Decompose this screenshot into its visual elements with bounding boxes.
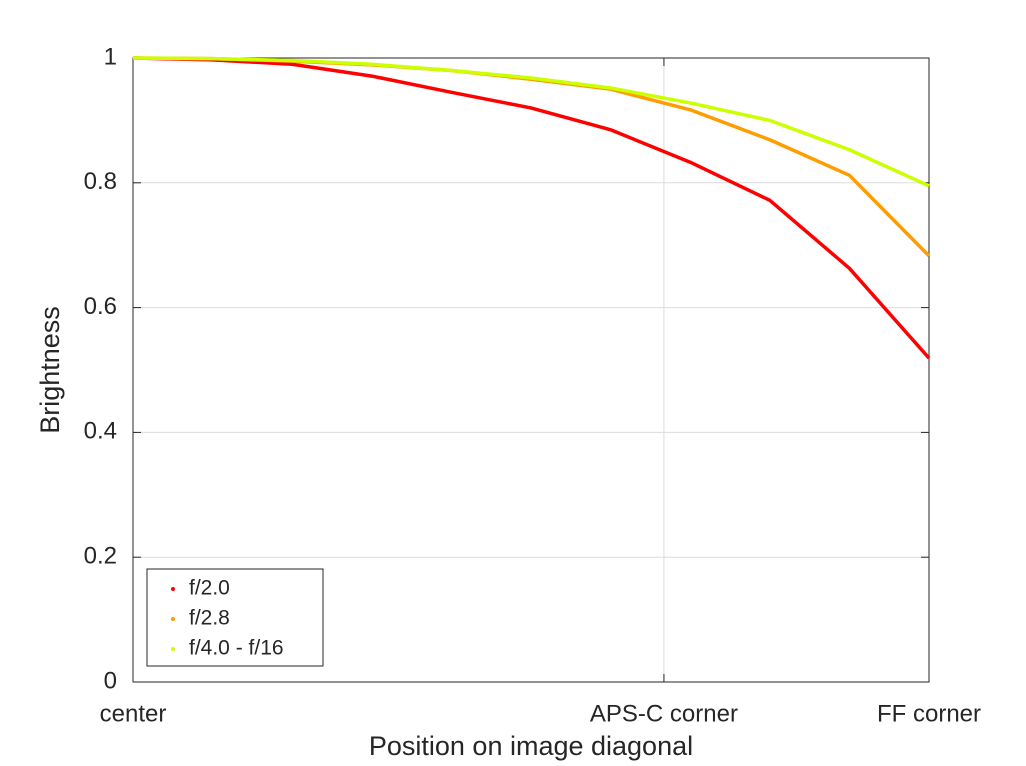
series-line (132, 56, 930, 188)
legend-label: f/4.0 - f/16 (189, 637, 284, 660)
series-line (132, 56, 931, 360)
y-tick-label: 0.2 (84, 543, 117, 570)
legend-box (146, 568, 324, 667)
x-tick-label: FF corner (877, 700, 981, 727)
y-tick-label: 0.6 (84, 293, 117, 320)
legend-marker (171, 647, 175, 651)
y-tick-label: 0.4 (84, 418, 117, 445)
y-axis-label: Brightness (35, 306, 65, 434)
legend-marker (171, 587, 175, 591)
legend-label: f/2.0 (189, 577, 230, 600)
series-line (132, 56, 931, 258)
x-tick-label: center (100, 700, 167, 727)
legend-label: f/2.8 (189, 607, 230, 630)
y-tick-label: 0 (104, 667, 117, 694)
x-axis-label: Position on image diagonal (369, 731, 693, 761)
plot-frame (132, 57, 930, 683)
x-tick-label: APS-C corner (590, 700, 738, 727)
y-tick-label: 1 (104, 43, 117, 70)
legend-marker (171, 617, 175, 621)
y-tick-label: 0.8 (84, 168, 117, 195)
